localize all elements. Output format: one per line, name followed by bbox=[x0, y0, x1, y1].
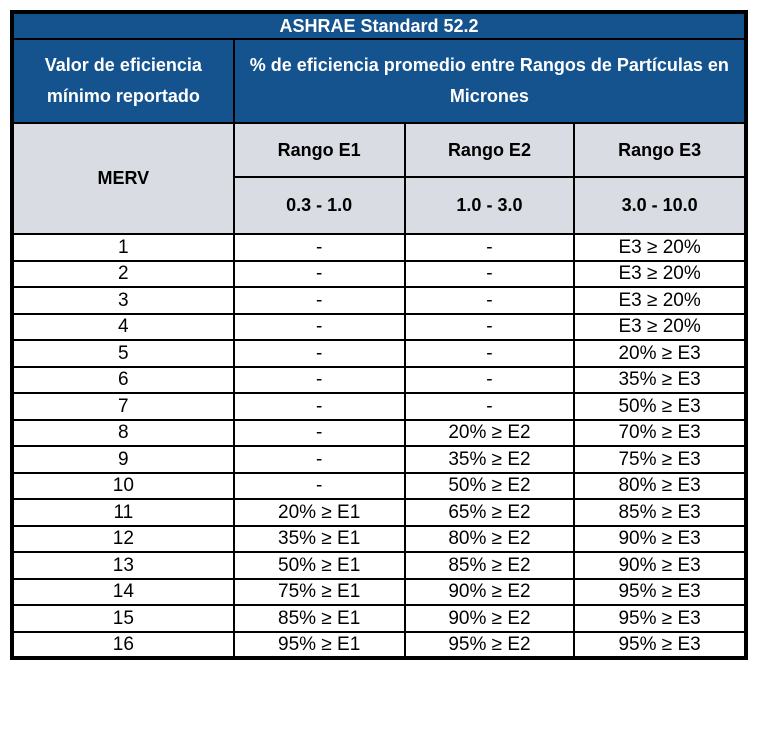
table-row: 15 85% ≥ E1 90% ≥ E2 95% ≥ E3 bbox=[11, 604, 747, 633]
e3-cell: 95% ≥ E3 bbox=[573, 604, 747, 633]
e3-cell: 80% ≥ E3 bbox=[573, 471, 747, 500]
e1-cell: 20% ≥ E1 bbox=[232, 498, 406, 527]
range-e1-header: Rango E1 bbox=[232, 122, 406, 178]
micron-range-header-row: 0.3 - 1.0 1.0 - 3.0 3.0 - 10.0 bbox=[12, 176, 747, 235]
e1-cell: 95% ≥ E1 bbox=[232, 630, 406, 659]
e1-cell: - bbox=[232, 471, 406, 500]
e2-cell: 35% ≥ E2 bbox=[403, 445, 576, 474]
e2-cell: 95% ≥ E2 bbox=[403, 630, 576, 659]
description-header-row: Valor de eficiencia mínimo reportado % d… bbox=[11, 38, 748, 124]
merv-column-header: MERV bbox=[11, 122, 235, 235]
table-row: 5 - - 20% ≥ E3 bbox=[11, 339, 747, 368]
merv-value: 1 bbox=[11, 233, 235, 262]
e3-cell: 90% ≥ E3 bbox=[573, 551, 747, 580]
table-title: ASHRAE Standard 52.2 bbox=[11, 11, 747, 40]
e1-cell: 35% ≥ E1 bbox=[232, 524, 406, 553]
range-e3-header: Rango E3 bbox=[573, 122, 747, 178]
e2-cell: 90% ≥ E2 bbox=[403, 577, 576, 606]
e1-cell: - bbox=[232, 445, 406, 474]
e3-cell: 20% ≥ E3 bbox=[573, 339, 747, 368]
merv-value: 11 bbox=[11, 498, 235, 527]
e3-cell: 85% ≥ E3 bbox=[573, 498, 747, 527]
merv-value: 13 bbox=[11, 551, 235, 580]
range-e1-microns: 0.3 - 1.0 bbox=[232, 176, 406, 235]
e1-cell: 85% ≥ E1 bbox=[232, 604, 406, 633]
table-row: 13 50% ≥ E1 85% ≥ E2 90% ≥ E3 bbox=[11, 551, 747, 580]
e3-cell: 35% ≥ E3 bbox=[573, 365, 747, 394]
e1-cell: - bbox=[232, 339, 406, 368]
e2-cell: 65% ≥ E2 bbox=[403, 498, 576, 527]
e3-cell: E3 ≥ 20% bbox=[573, 312, 747, 341]
table-row: 8 - 20% ≥ E2 70% ≥ E3 bbox=[11, 418, 747, 447]
table-row: 6 - - 35% ≥ E3 bbox=[11, 365, 747, 394]
e3-cell: 75% ≥ E3 bbox=[573, 445, 747, 474]
e3-cell: E3 ≥ 20% bbox=[573, 286, 747, 315]
e2-cell: 85% ≥ E2 bbox=[403, 551, 576, 580]
e1-cell: - bbox=[232, 259, 406, 288]
e3-cell: E3 ≥ 20% bbox=[573, 259, 747, 288]
range-e3-microns: 3.0 - 10.0 bbox=[573, 176, 747, 235]
table-row: 12 35% ≥ E1 80% ≥ E2 90% ≥ E3 bbox=[11, 524, 747, 553]
e2-cell: - bbox=[403, 259, 576, 288]
table-row: 10 - 50% ≥ E2 80% ≥ E3 bbox=[11, 471, 747, 500]
range-name-header-row: MERV Rango E1 Rango E2 Rango E3 bbox=[11, 122, 747, 235]
e3-cell: 95% ≥ E3 bbox=[573, 577, 747, 606]
e1-cell: 75% ≥ E1 bbox=[232, 577, 406, 606]
e3-cell: 95% ≥ E3 bbox=[573, 630, 747, 659]
merv-value: 7 bbox=[11, 392, 235, 421]
e1-cell: 50% ≥ E1 bbox=[232, 551, 406, 580]
e2-cell: - bbox=[403, 392, 576, 421]
merv-value: 12 bbox=[11, 524, 235, 553]
merv-description-header: Valor de eficiencia mínimo reportado bbox=[11, 38, 235, 124]
merv-value: 4 bbox=[11, 312, 235, 341]
range-e2-microns: 1.0 - 3.0 bbox=[403, 176, 576, 235]
e3-cell: 90% ≥ E3 bbox=[573, 524, 747, 553]
range-e2-header: Rango E2 bbox=[403, 122, 576, 178]
e2-cell: - bbox=[403, 365, 576, 394]
e3-cell: 70% ≥ E3 bbox=[573, 418, 747, 447]
e3-cell: 50% ≥ E3 bbox=[573, 392, 747, 421]
ranges-description-header: % de eficiencia promedio entre Rangos de… bbox=[232, 38, 748, 124]
e1-cell: - bbox=[232, 418, 406, 447]
title-row: ASHRAE Standard 52.2 bbox=[11, 11, 747, 40]
merv-table: ASHRAE Standard 52.2 Valor de eficiencia… bbox=[10, 10, 748, 660]
merv-value: 6 bbox=[11, 365, 235, 394]
merv-value: 5 bbox=[11, 339, 235, 368]
table-row: 7 - - 50% ≥ E3 bbox=[11, 392, 747, 421]
e1-cell: - bbox=[232, 233, 406, 262]
table-row: 16 95% ≥ E1 95% ≥ E2 95% ≥ E3 bbox=[11, 630, 747, 659]
e3-cell: E3 ≥ 20% bbox=[573, 233, 747, 262]
table-row: 2 - - E3 ≥ 20% bbox=[11, 259, 747, 288]
e1-cell: - bbox=[232, 365, 406, 394]
table-row: 14 75% ≥ E1 90% ≥ E2 95% ≥ E3 bbox=[11, 577, 747, 606]
merv-value: 8 bbox=[11, 418, 235, 447]
table-row: 1 - - E3 ≥ 20% bbox=[11, 233, 747, 262]
e1-cell: - bbox=[232, 392, 406, 421]
e1-cell: - bbox=[232, 286, 406, 315]
merv-value: 10 bbox=[11, 471, 235, 500]
e2-cell: - bbox=[403, 233, 576, 262]
e1-cell: - bbox=[232, 312, 406, 341]
table-row: 11 20% ≥ E1 65% ≥ E2 85% ≥ E3 bbox=[11, 498, 747, 527]
table-row: 9 - 35% ≥ E2 75% ≥ E3 bbox=[11, 445, 747, 474]
table-body: 1 - - E3 ≥ 20% 2 - - E3 ≥ 20% 3 - - E3 ≥… bbox=[11, 233, 747, 659]
merv-value: 2 bbox=[11, 259, 235, 288]
e2-cell: - bbox=[403, 312, 576, 341]
merv-value: 9 bbox=[11, 445, 235, 474]
table-row: 4 - - E3 ≥ 20% bbox=[11, 312, 747, 341]
e2-cell: - bbox=[403, 339, 576, 368]
merv-value: 14 bbox=[11, 577, 235, 606]
e2-cell: 80% ≥ E2 bbox=[403, 524, 576, 553]
merv-value: 16 bbox=[11, 630, 235, 659]
e2-cell: 90% ≥ E2 bbox=[403, 604, 576, 633]
merv-value: 15 bbox=[11, 604, 235, 633]
e2-cell: - bbox=[403, 286, 576, 315]
merv-value: 3 bbox=[11, 286, 235, 315]
table-row: 3 - - E3 ≥ 20% bbox=[11, 286, 747, 315]
e2-cell: 20% ≥ E2 bbox=[403, 418, 576, 447]
e2-cell: 50% ≥ E2 bbox=[403, 471, 576, 500]
